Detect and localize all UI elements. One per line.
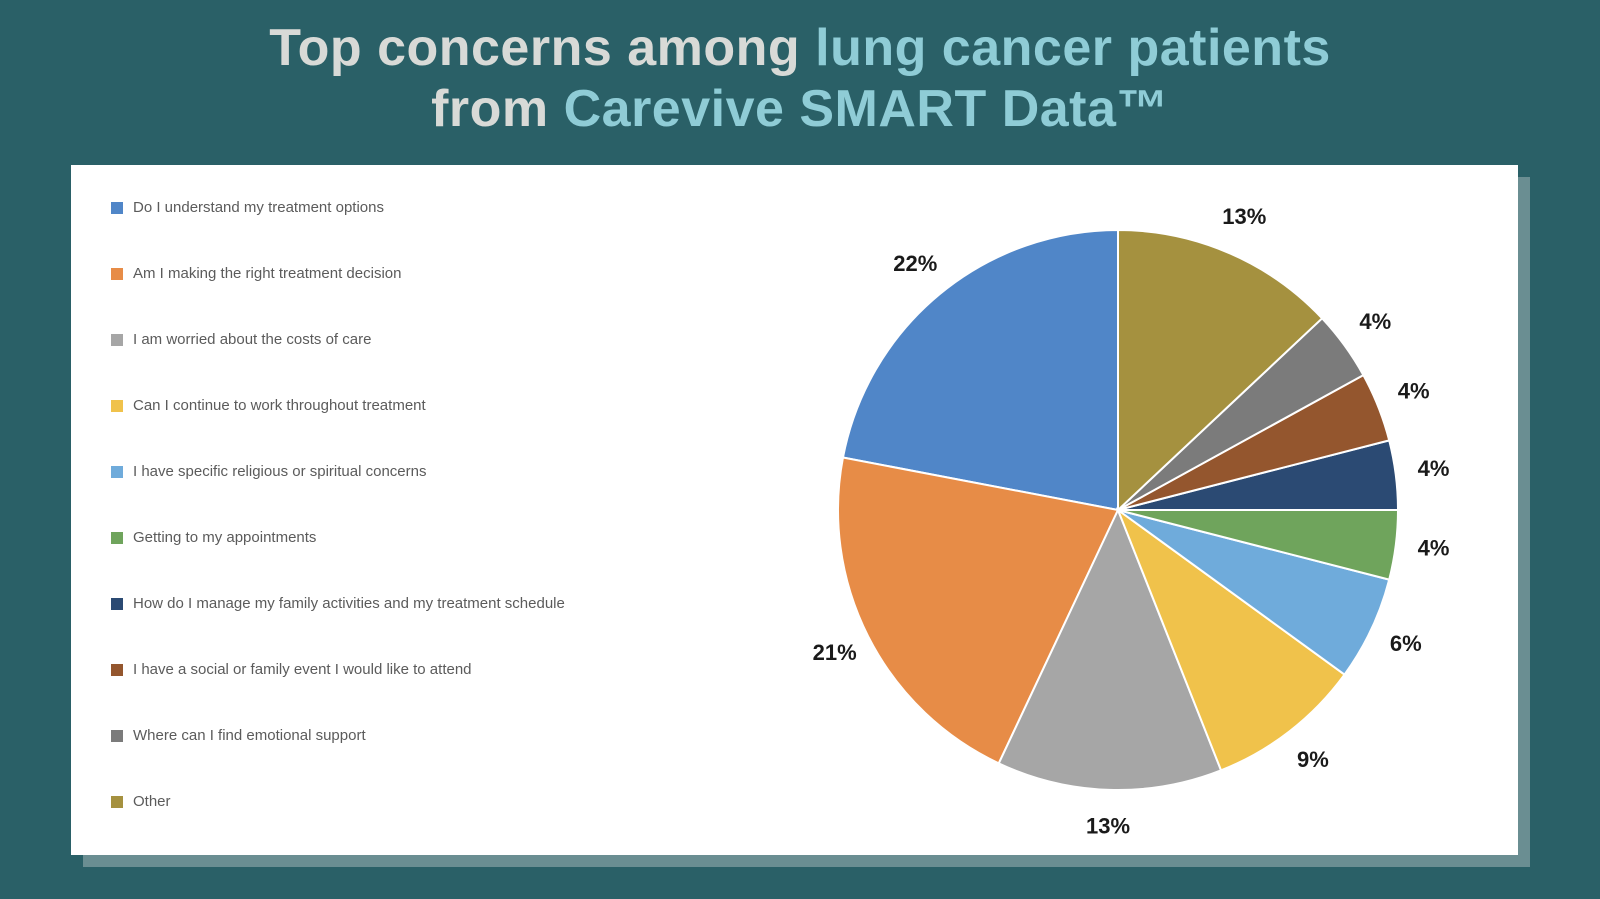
pie-chart-wrap: 22% 21% 13% 9% 6% 4% 4% 4% 4% 13%: [718, 165, 1478, 855]
legend-item: I am worried about the costs of care: [111, 331, 651, 349]
legend-item: Am I making the right treatment decision: [111, 265, 651, 283]
title-block: Top concerns among lung cancer patients …: [0, 0, 1600, 141]
legend-item: How do I manage my family activities and…: [111, 595, 651, 613]
pie-slice-label: 21%: [813, 640, 857, 665]
legend-item: I have a social or family event I would …: [111, 661, 651, 679]
legend-swatch: [111, 202, 123, 214]
pie-slice-label: 13%: [1222, 204, 1266, 229]
legend-label: Am I making the right treatment decision: [133, 265, 401, 283]
title-line2-pre: from: [431, 80, 564, 138]
legend-label: Getting to my appointments: [133, 529, 316, 547]
legend-swatch: [111, 466, 123, 478]
pie-slice-label: 4%: [1398, 379, 1430, 404]
legend-item: Getting to my appointments: [111, 529, 651, 547]
legend-swatch: [111, 730, 123, 742]
page: Top concerns among lung cancer patients …: [0, 0, 1600, 899]
title-line1-highlight: lung cancer patients: [815, 19, 1331, 77]
pie-legend: Do I understand my treatment options Am I…: [111, 199, 651, 811]
legend-swatch: [111, 268, 123, 280]
legend-label: I am worried about the costs of care: [133, 331, 371, 349]
legend-label: I have a social or family event I would …: [133, 661, 472, 679]
legend-swatch: [111, 664, 123, 676]
legend-swatch: [111, 796, 123, 808]
legend-swatch: [111, 334, 123, 346]
legend-swatch: [111, 598, 123, 610]
chart-card: Do I understand my treatment options Am I…: [71, 165, 1518, 855]
pie-slice-label: 4%: [1418, 456, 1450, 481]
legend-item: I have specific religious or spiritual c…: [111, 463, 651, 481]
legend-swatch: [111, 400, 123, 412]
legend-swatch: [111, 532, 123, 544]
pie-chart: 22% 21% 13% 9% 6% 4% 4% 4% 4% 13%: [718, 165, 1478, 855]
pie-slice-label: 9%: [1297, 747, 1329, 772]
title-line-2: from Carevive SMART Data™: [0, 79, 1600, 140]
legend-label: Other: [133, 793, 171, 811]
title-line1-pre: Top concerns among: [269, 19, 815, 77]
legend-label: Can I continue to work throughout treatm…: [133, 397, 426, 415]
pie-slice-label: 4%: [1359, 309, 1391, 334]
pie-slice-label: 13%: [1086, 814, 1130, 839]
pie-slice-label: 6%: [1390, 631, 1422, 656]
legend-label: Where can I find emotional support: [133, 727, 366, 745]
legend-item: Where can I find emotional support: [111, 727, 651, 745]
legend-label: I have specific religious or spiritual c…: [133, 463, 426, 481]
legend-item: Do I understand my treatment options: [111, 199, 651, 217]
legend-label: Do I understand my treatment options: [133, 199, 384, 217]
legend-label: How do I manage my family activities and…: [133, 595, 565, 613]
legend-item: Can I continue to work throughout treatm…: [111, 397, 651, 415]
title-line-1: Top concerns among lung cancer patients: [0, 18, 1600, 79]
pie-slice-label: 4%: [1418, 536, 1450, 561]
pie-slice-label: 22%: [893, 251, 937, 276]
legend-item: Other: [111, 793, 651, 811]
title-line2-highlight: Carevive SMART Data™: [564, 80, 1169, 138]
